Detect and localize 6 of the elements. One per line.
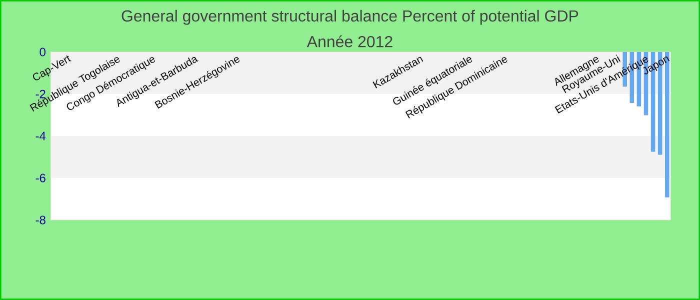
chart-subtitle: Année 2012 (306, 35, 392, 48)
y-tick-label: -4 (36, 132, 46, 140)
chart-title: General government structural balance Percent of potential GDP (122, 10, 578, 25)
y-tick-label: -6 (36, 174, 46, 182)
y-tick-label: -8 (36, 216, 46, 224)
y-tick-label: 0 (40, 48, 46, 56)
